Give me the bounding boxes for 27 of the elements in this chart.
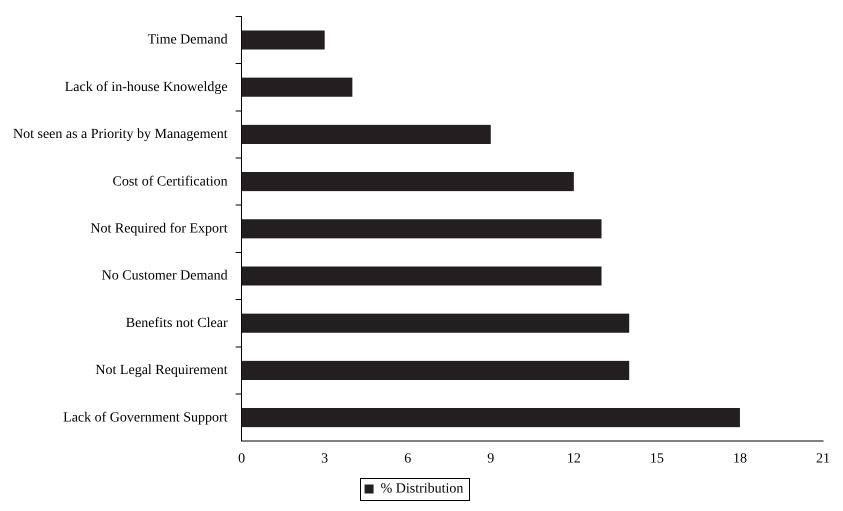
y-tick-label: Cost of Certification xyxy=(112,174,228,190)
y-tick-label: Lack of in-house Knoweldge xyxy=(64,80,228,95)
bar xyxy=(242,314,630,333)
x-tick-label: 15 xyxy=(650,451,664,466)
bar xyxy=(242,172,574,192)
y-tick-label: Not Legal Requirement xyxy=(95,363,228,378)
x-tick-label: 18 xyxy=(732,451,747,466)
bar xyxy=(242,266,602,286)
legend-label: % Distribution xyxy=(380,482,464,497)
bar xyxy=(242,30,325,50)
bar xyxy=(242,219,602,238)
bar xyxy=(242,124,491,144)
y-tick-label: No Customer Demand xyxy=(102,268,228,284)
y-tick-label: Time Demand xyxy=(148,32,228,48)
x-tick-label: 3 xyxy=(321,451,328,466)
bar xyxy=(242,78,352,97)
bar xyxy=(242,408,740,428)
y-tick-label: Lack of Government Support xyxy=(63,410,228,426)
x-tick-label: 6 xyxy=(404,451,412,466)
y-tick-label: Benefits not Clear xyxy=(126,316,228,331)
x-tick-label: 0 xyxy=(238,451,246,466)
y-tick-label: Not Required for Export xyxy=(90,221,228,236)
x-tick-label: 12 xyxy=(566,451,581,466)
x-tick-label: 9 xyxy=(487,451,494,466)
x-tick-label: 21 xyxy=(816,451,830,466)
y-tick-label: Not seen as a Priority by Management xyxy=(12,127,228,142)
bar xyxy=(242,360,630,380)
